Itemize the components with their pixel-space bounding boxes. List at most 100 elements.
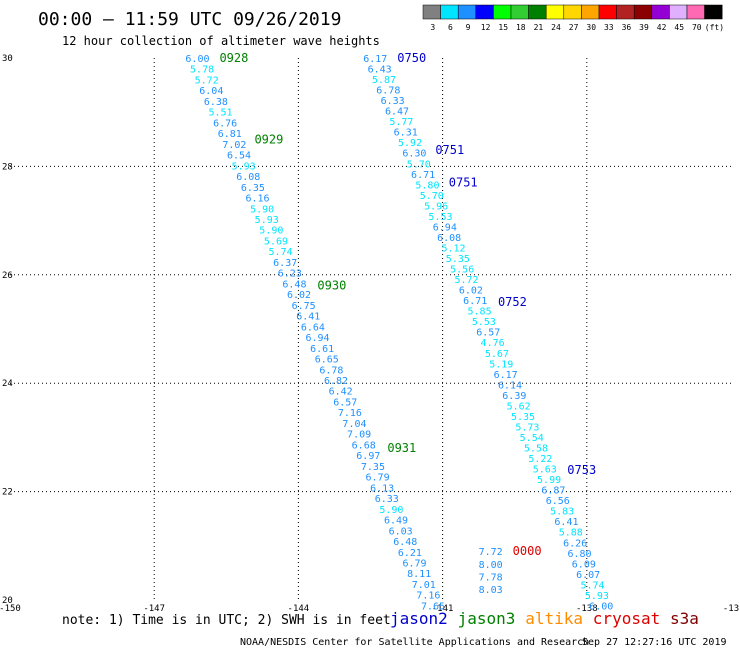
footer-note: note: 1) Time is in UTC; 2) SWH is in fe… (62, 613, 391, 628)
track-jason2: 6.176.435.876.786.336.475.776.315.926.30… (363, 51, 613, 612)
wave-height-value: 6.82 (324, 376, 348, 387)
color-scale-label: 70 (692, 23, 702, 32)
wave-height-value: 5.92 (398, 138, 422, 149)
track-cryosat: 7.72 8.00 7.788.03 0000 (479, 544, 542, 596)
wave-height-value: 5.93 (255, 215, 279, 226)
legend-item-cryosat: cryosat (593, 609, 660, 628)
color-swatch (581, 4, 600, 20)
color-swatch (633, 4, 653, 20)
wave-height-value: 6.07 (576, 570, 600, 581)
wave-height-value: 6.71 (411, 170, 435, 181)
color-scale-label: 24 (551, 23, 561, 32)
wave-height-value: 6.97 (356, 451, 380, 462)
color-swatch (598, 4, 617, 20)
color-swatch (545, 4, 565, 20)
wave-height-value: 6.41 (296, 312, 320, 323)
wave-height-value: 5.96 (424, 201, 448, 212)
wave-height-value: 5.22 (528, 454, 552, 465)
color-scale-label: 9 (466, 23, 471, 32)
wave-height-value: 5.35 (511, 412, 535, 423)
wave-height-value: 4.76 (481, 338, 505, 349)
wave-height-value: 6.04 (199, 86, 223, 97)
legend-item-jason2: jason2 (390, 609, 448, 628)
wave-height-value: 6.79 (402, 558, 426, 569)
wave-height-value: 5.19 (489, 359, 513, 370)
color-swatch (510, 4, 529, 20)
color-scale-label: 18 (516, 23, 526, 32)
color-scale-bar: 3 6 9 12 15 18 21 24 27 30 33 36 39 42 45 70 (ft) (422, 4, 724, 32)
color-swatch (616, 4, 635, 20)
wave-height-value: 6.33 (381, 96, 405, 107)
x-tick-label: -150 (0, 604, 21, 614)
wave-height-value: 7.78 (479, 573, 503, 584)
wave-height-value: 7.65 (421, 601, 445, 612)
pass-time-label: 0751 (435, 143, 464, 157)
color-scale-label: 36 (622, 23, 632, 32)
wave-height-value: 6.94 (305, 333, 329, 344)
color-scale-label: 39 (639, 23, 649, 32)
wave-height-value: 6.80 (567, 549, 591, 560)
wave-height-value: 5.58 (524, 444, 548, 455)
wave-height-value: 5.51 (209, 108, 233, 119)
color-scale-label: 42 (657, 23, 667, 32)
x-tick-label: -138 (576, 604, 598, 614)
y-tick-label: 30 (2, 54, 13, 64)
wave-height-value: 5.78 (190, 65, 214, 76)
wave-height-value: 6.02 (459, 286, 483, 297)
wave-height-value: 6.13 (370, 483, 394, 494)
wave-height-value: 7.02 (222, 140, 246, 151)
wave-height-value: 6.57 (333, 397, 357, 408)
wave-height-value: 5.67 (485, 349, 509, 360)
color-scale-label: 21 (534, 23, 544, 32)
wave-height-value: 5.90 (250, 204, 274, 215)
wave-height-value: 5.72 (195, 75, 219, 86)
wave-height-value: 5.99 (537, 475, 561, 486)
pass-time-label: 0931 (387, 441, 416, 455)
satellite-legend: jason2 jason3 altika cryosat s3a (390, 609, 699, 628)
wave-height-value: 5.56 (450, 265, 474, 276)
color-scale-label: 15 (498, 23, 508, 32)
wave-height-value: 6.09 (572, 559, 596, 570)
track-jason3: 6.005.785.726.046.385.516.766.817.026.54… (185, 51, 445, 612)
wave-height-value: 6.56 (546, 496, 570, 507)
wave-height-value: 8.11 (407, 569, 431, 580)
color-swatch (440, 4, 459, 20)
wave-height-value: 6.17 (494, 370, 518, 381)
wave-height-value: 5.62 (507, 401, 531, 412)
wave-height-value: 5.54 (520, 433, 544, 444)
color-swatch (457, 4, 477, 20)
wave-height-value: 5.83 (550, 507, 574, 518)
color-swatch (422, 4, 441, 20)
color-scale-label: (ft) (705, 23, 724, 32)
color-swatch (528, 4, 547, 20)
color-scale-label: 45 (674, 23, 684, 32)
wave-height-value: 6.65 (315, 355, 339, 366)
wave-height-value: 5.90 (379, 505, 403, 516)
x-tick-label: -13 (723, 604, 739, 614)
wave-height-value: 6.02 (287, 290, 311, 301)
wave-height-value: 6.17 (363, 54, 387, 65)
footer-timestamp: Sep 27 12:27:16 UTC 2019 (582, 637, 727, 648)
wave-height-value: 5.53 (472, 317, 496, 328)
wave-height-value: 5.87 (372, 75, 396, 86)
pass-time-label: 0928 (219, 51, 248, 65)
wave-height-value: 6.47 (385, 107, 409, 118)
pass-time-label: 0000 (513, 544, 542, 558)
wave-height-value: 6.79 (366, 473, 390, 484)
wave-height-value: 6.75 (292, 301, 316, 312)
color-swatch (563, 4, 582, 20)
pass-time-label: 0750 (397, 51, 426, 65)
wave-height-value: 7.04 (342, 419, 366, 430)
wave-height-value: 6.30 (402, 149, 426, 160)
wave-height-value: 8.03 (479, 585, 503, 596)
wave-height-value: 6.03 (389, 526, 413, 537)
wave-height-value: 6.00 (589, 601, 613, 612)
wave-height-value: 5.12 (441, 243, 465, 254)
x-tick-label: -147 (143, 604, 165, 614)
wave-height-value: 5.80 (415, 180, 439, 191)
x-tick-label: -141 (432, 604, 454, 614)
footer-credit: NOAA/NESDIS Center for Satellite Applica… (240, 637, 589, 648)
wave-height-value: 6.68 (352, 440, 376, 451)
